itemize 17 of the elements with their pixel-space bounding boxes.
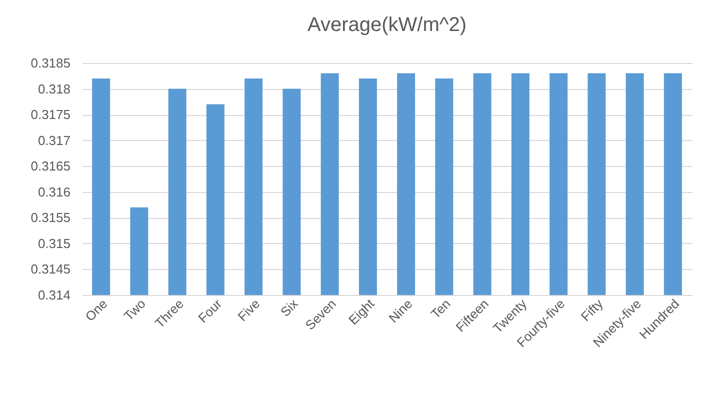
y-tick-label: 0.317 [38,132,70,148]
x-tick-label: Ten [428,296,454,322]
y-tick-label: 0.3165 [30,158,70,174]
y-tick-label: 0.315 [38,236,70,251]
y-tick-label: 0.318 [38,81,70,96]
x-tick-label: One [82,296,110,324]
y-tick-label: 0.3145 [30,262,70,277]
x-tick-label: Nine [386,296,416,326]
y-tick-label: 0.314 [38,288,70,302]
x-tick-label: Five [234,296,263,324]
x-tick-label: Two [120,296,148,324]
y-tick-label: 0.3175 [30,107,70,122]
chart-title: Average(kW/m^2) [307,14,467,36]
y-tick-label: 0.3155 [30,210,70,226]
y-tick-label: 0.3185 [30,56,70,70]
y-tick-label: 0.316 [38,184,70,200]
x-tick-label: Six [278,296,302,320]
